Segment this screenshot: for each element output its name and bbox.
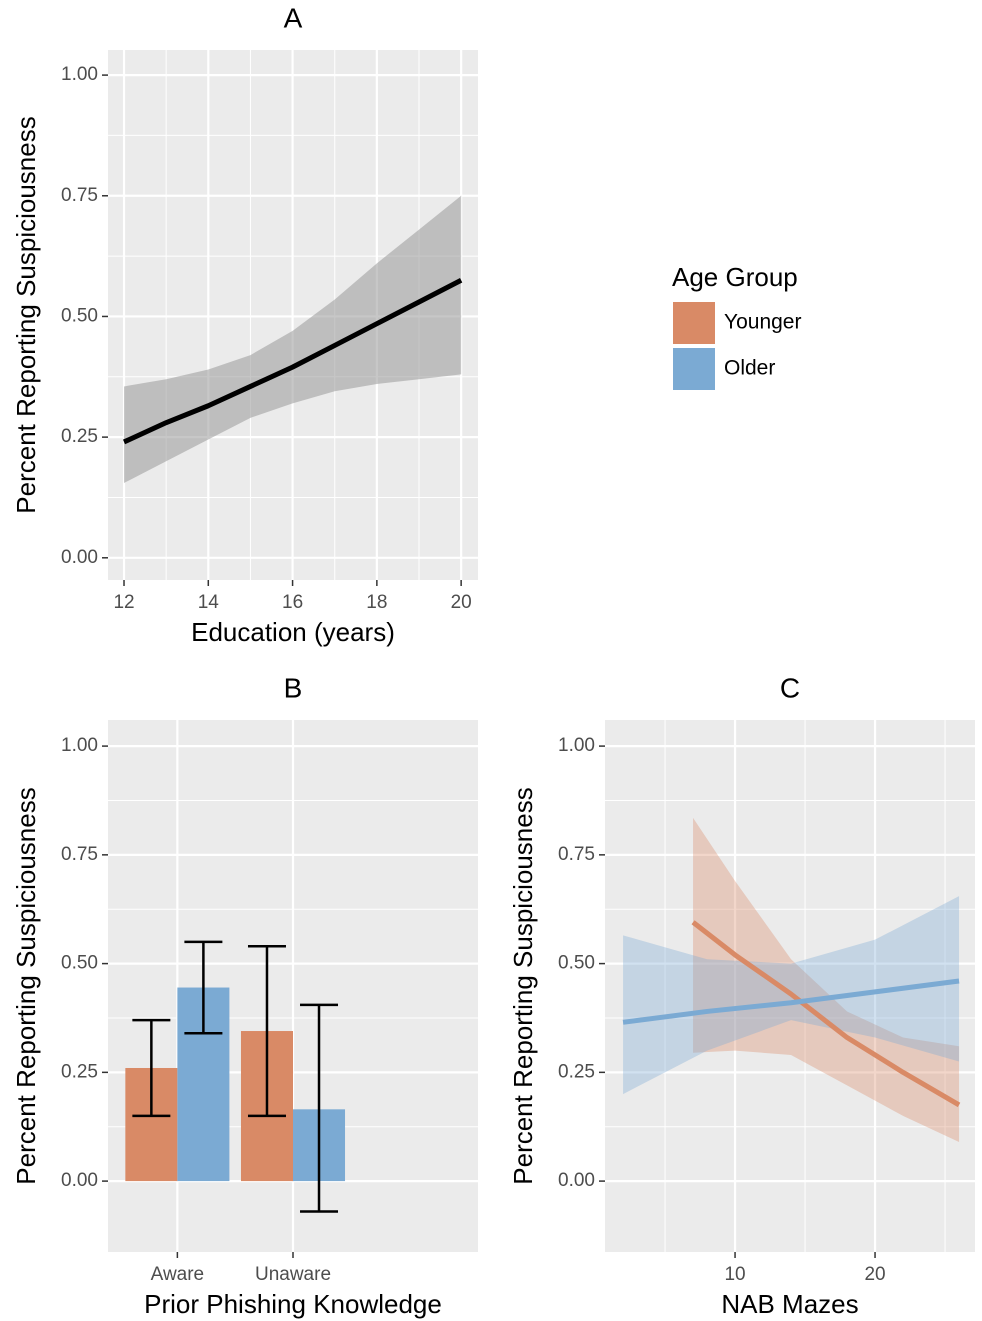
- y-tick-label: 0.50: [558, 953, 595, 974]
- x-axis-label: Prior Phishing Knowledge: [144, 1289, 442, 1319]
- x-tick-label: 10: [724, 1264, 745, 1285]
- panel-title: C: [780, 672, 800, 703]
- y-tick-label: 1.00: [61, 735, 98, 756]
- y-tick-label: 0.00: [61, 1170, 98, 1191]
- error-bar: [132, 1018, 171, 1118]
- x-tick-label: Unaware: [255, 1264, 331, 1285]
- x-tick-label: 18: [366, 592, 387, 613]
- y-tick-label: 1.00: [61, 64, 98, 85]
- y-axis-label: Percent Reporting Suspiciousness: [11, 116, 41, 513]
- panel-title: A: [284, 2, 303, 33]
- trend-line: [622, 978, 960, 1025]
- legend-label: Younger: [724, 311, 801, 334]
- legend-label: Older: [724, 357, 775, 380]
- x-tick-label: 16: [282, 592, 303, 613]
- y-axis-label: Percent Reporting Suspiciousness: [508, 787, 538, 1184]
- x-tick-label: 20: [451, 592, 472, 613]
- legend-key: [673, 348, 715, 390]
- y-tick-label: 0.00: [558, 1170, 595, 1191]
- y-tick-label: 0.25: [558, 1061, 595, 1082]
- x-tick-label: 20: [864, 1264, 885, 1285]
- y-tick-label: 0.75: [61, 844, 98, 865]
- y-tick-label: 0.00: [61, 547, 98, 568]
- y-tick-label: 0.25: [61, 426, 98, 447]
- confidence-band: [124, 195, 462, 483]
- y-axis-label: Percent Reporting Suspiciousness: [11, 787, 41, 1184]
- x-axis-label: Education (years): [191, 617, 395, 647]
- legend-title: Age Group: [672, 262, 798, 292]
- y-tick-label: 0.25: [61, 1061, 98, 1082]
- y-tick-label: 0.75: [61, 185, 98, 206]
- confidence-band: [693, 817, 960, 1142]
- error-bar: [247, 944, 286, 1118]
- trend-line: [122, 278, 463, 445]
- y-tick-label: 0.50: [61, 953, 98, 974]
- y-tick-label: 0.50: [61, 305, 98, 326]
- x-tick-label: Aware: [151, 1264, 205, 1285]
- x-axis-label: NAB Mazes: [721, 1289, 858, 1319]
- error-bar: [184, 940, 223, 1035]
- error-bar: [300, 1003, 339, 1213]
- y-tick-label: 0.75: [558, 844, 595, 865]
- panel-title: B: [284, 672, 303, 703]
- y-tick-label: 1.00: [558, 735, 595, 756]
- trend-line: [691, 920, 961, 1108]
- legend-key: [673, 302, 715, 344]
- x-tick-label: 12: [113, 592, 134, 613]
- x-tick-label: 14: [198, 592, 220, 613]
